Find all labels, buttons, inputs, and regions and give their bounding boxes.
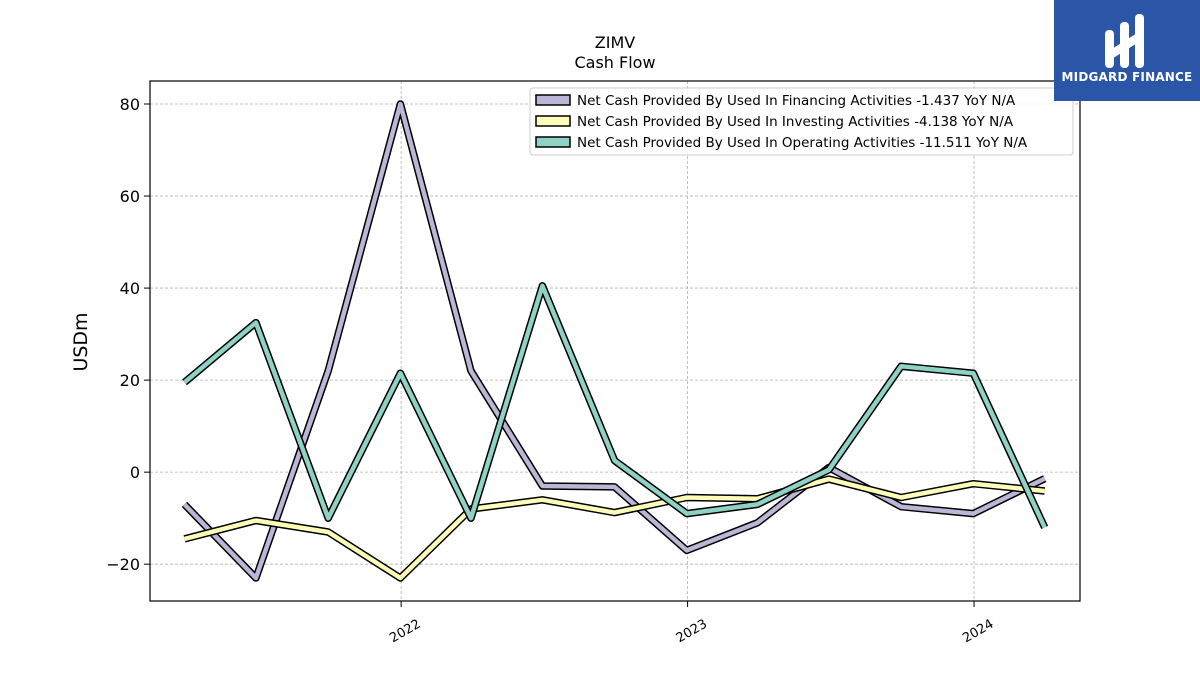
y-axis-label: USDm — [70, 312, 92, 371]
x-tick-label: 2024 — [960, 617, 996, 647]
series-1 — [183, 475, 1046, 582]
legend-swatch — [535, 136, 571, 148]
y-tick-label: 0 — [130, 463, 140, 482]
legend-box — [529, 87, 1074, 156]
series-lines — [181, 100, 1049, 582]
chart-subtitle: Cash Flow — [574, 53, 655, 72]
x-tick-label: 2022 — [387, 617, 423, 647]
midgard-logo-icon — [1105, 14, 1144, 68]
x-tick-label: 2023 — [674, 617, 710, 647]
series-line — [182, 101, 1046, 581]
series-line — [183, 476, 1045, 581]
y-tick-label: 60 — [120, 187, 140, 206]
legend-label: Net Cash Provided By Used In Operating A… — [577, 135, 1028, 151]
y-tick-label: 20 — [120, 371, 140, 390]
series-2 — [182, 282, 1049, 529]
legend-swatch — [535, 115, 571, 127]
legend: Net Cash Provided By Used In Financing A… — [529, 87, 1074, 156]
logo-text: MIDGARD FINANCE — [1061, 70, 1193, 84]
x-axis-ticks: 2022 2023 2024 — [387, 601, 996, 646]
series-0 — [181, 100, 1047, 582]
legend-label: Net Cash Provided By Used In Financing A… — [577, 93, 1016, 109]
midgard-finance-logo: MIDGARD FINANCE — [1054, 0, 1200, 101]
plot-frame — [149, 80, 1081, 602]
chart-title: ZIMV — [595, 33, 635, 52]
y-tick-label: −20 — [106, 555, 140, 574]
y-axis-ticks: −20 0 20 40 60 80 — [106, 95, 150, 574]
y-tick-label: 80 — [120, 95, 140, 114]
legend-swatch — [535, 94, 571, 106]
y-tick-label: 40 — [120, 279, 140, 298]
legend-label: Net Cash Provided By Used In Investing A… — [577, 114, 1014, 130]
